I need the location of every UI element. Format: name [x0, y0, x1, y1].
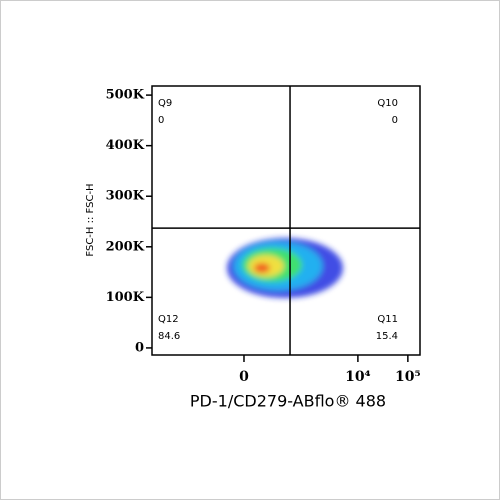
y-tick-label: 0	[135, 340, 144, 355]
y-tick-label: 200K	[106, 239, 145, 254]
y-tick-label: 400K	[106, 138, 145, 153]
density-cloud	[227, 238, 343, 298]
x-axis-label: PD-1/CD279-ABflo® 488	[190, 392, 386, 411]
quadrant-name: Q10	[377, 98, 398, 109]
y-tick-label: 100K	[106, 290, 145, 305]
x-tick-label: 0	[239, 369, 249, 385]
quadrant-name: Q9	[158, 98, 172, 109]
quadrant-name: Q11	[377, 314, 398, 325]
quadrant-value: 0	[392, 115, 398, 126]
x-tick-label: 10⁵	[395, 369, 421, 385]
y-tick-label: 300K	[106, 189, 145, 204]
x-tick-label: 10⁴	[345, 369, 371, 385]
y-tick-label: 500K	[106, 88, 145, 103]
quadrant-value: 15.4	[376, 331, 398, 342]
plot-box	[151, 85, 421, 356]
quadrant-name: Q12	[158, 314, 179, 325]
quadrant-value: 0	[158, 115, 164, 126]
y-axis-label: FSC-H :: FSC-H	[85, 183, 96, 256]
quadrant-value: 84.6	[158, 331, 180, 342]
